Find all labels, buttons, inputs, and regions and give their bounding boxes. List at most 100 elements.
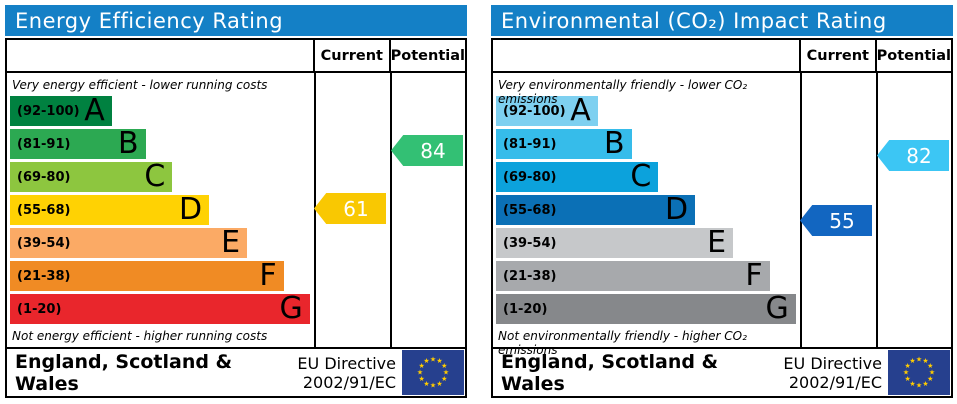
rating-scale: Very environmentally friendly - lower CO…: [493, 73, 800, 358]
environmental-impact-panel: Environmental (CO₂) Impact Rating Curren…: [491, 5, 953, 398]
band-range: (69-80): [17, 169, 71, 185]
band-range: (55-68): [503, 202, 557, 218]
band-range: (1-20): [503, 301, 548, 317]
svg-text:★: ★: [903, 369, 909, 377]
svg-text:★: ★: [441, 362, 447, 370]
current-column-header: Current: [798, 40, 875, 72]
band-letter: F: [259, 258, 277, 294]
svg-text:★: ★: [430, 382, 436, 390]
potential-column: [876, 73, 951, 348]
band-bar-f: (21-38) F: [10, 258, 284, 294]
eu-flag-icon: ★ ★ ★★ ★★ ★★ ★★ ★★: [888, 350, 950, 396]
band-row: (81-91) B: [10, 129, 314, 162]
band-row: (39-54) E: [10, 228, 314, 261]
band-range: (92-100): [503, 103, 566, 119]
band-row: (92-100) A: [10, 96, 314, 129]
eu-directive-label: EU Directive 2002/91/EC: [297, 353, 396, 392]
band-range: (81-91): [503, 136, 557, 152]
band-row: (21-38) F: [10, 261, 314, 294]
band-letter: C: [630, 159, 652, 195]
band-bar-g: (1-20) G: [496, 291, 796, 327]
band-letter: E: [707, 225, 727, 261]
band-letter: B: [603, 126, 625, 162]
svg-text:★: ★: [916, 382, 922, 390]
environmental-table: Current Potential Very environmentally f…: [491, 38, 953, 398]
bottom-note: Not environmentally friendly - higher CO…: [498, 329, 747, 358]
band-letter: D: [665, 192, 689, 228]
band-row: (39-54) E: [496, 228, 800, 261]
panel-title-energy: Energy Efficiency Rating: [5, 5, 467, 36]
band-bar-f: (21-38) F: [496, 258, 770, 294]
band-letter: A: [84, 93, 105, 129]
bottom-note: Not energy efficient - higher running co…: [12, 329, 268, 344]
current-rating-arrow: 61: [314, 193, 386, 224]
band-bar-e: (39-54) E: [10, 225, 248, 261]
svg-text:★: ★: [441, 375, 447, 383]
svg-text:★: ★: [916, 356, 922, 364]
band-row: (1-20) G: [496, 294, 800, 327]
top-note: Very environmentally friendly - lower CO…: [498, 78, 748, 107]
panel-title-environmental: Environmental (CO₂) Impact Rating: [491, 5, 953, 36]
band-bar-a: (92-100) A: [496, 93, 598, 129]
band-row: (1-20) G: [10, 294, 314, 327]
current-column: [800, 73, 876, 348]
current-column: [314, 73, 390, 348]
band-row: (69-80) C: [10, 162, 314, 195]
band-row: (21-38) F: [496, 261, 800, 294]
svg-text:★: ★: [927, 362, 933, 370]
band-bar-g: (1-20) G: [10, 291, 310, 327]
energy-efficiency-panel: Energy Efficiency Rating Current Potenti…: [5, 5, 467, 398]
table-header: Current Potential: [7, 40, 465, 74]
svg-text:★: ★: [419, 375, 425, 383]
rating-scale: Very energy efficient - lower running co…: [7, 73, 314, 347]
band-bar-e: (39-54) E: [496, 225, 734, 261]
svg-text:★: ★: [922, 380, 928, 388]
svg-text:★: ★: [443, 369, 449, 377]
svg-text:★: ★: [423, 357, 429, 365]
band-range: (69-80): [503, 169, 557, 185]
band-range: (21-38): [17, 268, 71, 284]
band-range: (55-68): [17, 202, 71, 218]
table-footer: England, Scotland & Wales EU Directive 2…: [7, 347, 465, 396]
svg-text:★: ★: [927, 375, 933, 383]
band-bar-c: (69-80) C: [496, 159, 659, 195]
potential-rating-arrow: 84: [391, 135, 463, 166]
svg-text:★: ★: [436, 380, 442, 388]
svg-text:★: ★: [909, 357, 915, 365]
band-range: (39-54): [17, 235, 71, 251]
svg-text:★: ★: [436, 357, 442, 365]
band-range: (92-100): [17, 103, 80, 119]
band-row: (55-68) D: [496, 195, 800, 228]
band-letter: C: [144, 159, 166, 195]
svg-text:★: ★: [909, 380, 915, 388]
region-label: England, Scotland & Wales: [501, 350, 719, 395]
svg-text:★: ★: [905, 362, 911, 370]
band-bar-d: (55-68) D: [496, 192, 696, 228]
svg-text:★: ★: [423, 380, 429, 388]
band-range: (81-91): [17, 136, 71, 152]
band-letter: F: [745, 258, 763, 294]
band-letter: D: [179, 192, 203, 228]
band-letter: G: [279, 291, 303, 327]
band-range: (1-20): [17, 301, 62, 317]
current-column-header: Current: [312, 40, 389, 72]
top-note: Very energy efficient - lower running co…: [12, 78, 268, 93]
svg-text:★: ★: [929, 369, 935, 377]
band-bar-c: (69-80) C: [10, 159, 173, 195]
svg-text:★: ★: [905, 375, 911, 383]
epc-charts: Energy Efficiency Rating Current Potenti…: [5, 5, 953, 398]
band-row: (69-80) C: [496, 162, 800, 195]
potential-column: [390, 73, 465, 348]
band-letter: A: [570, 93, 591, 129]
band-bar-d: (55-68) D: [10, 192, 210, 228]
band-bar-a: (92-100) A: [10, 93, 112, 129]
potential-column-header: Potential: [874, 40, 951, 72]
table-header: Current Potential: [493, 40, 951, 74]
band-letter: G: [765, 291, 789, 327]
band-letter: B: [117, 126, 139, 162]
eu-directive-label: EU Directive 2002/91/EC: [783, 353, 882, 392]
band-row: (81-91) B: [496, 129, 800, 162]
band-bar-b: (81-91) B: [10, 126, 146, 162]
band-letter: E: [221, 225, 241, 261]
current-rating-arrow: 55: [800, 205, 872, 236]
